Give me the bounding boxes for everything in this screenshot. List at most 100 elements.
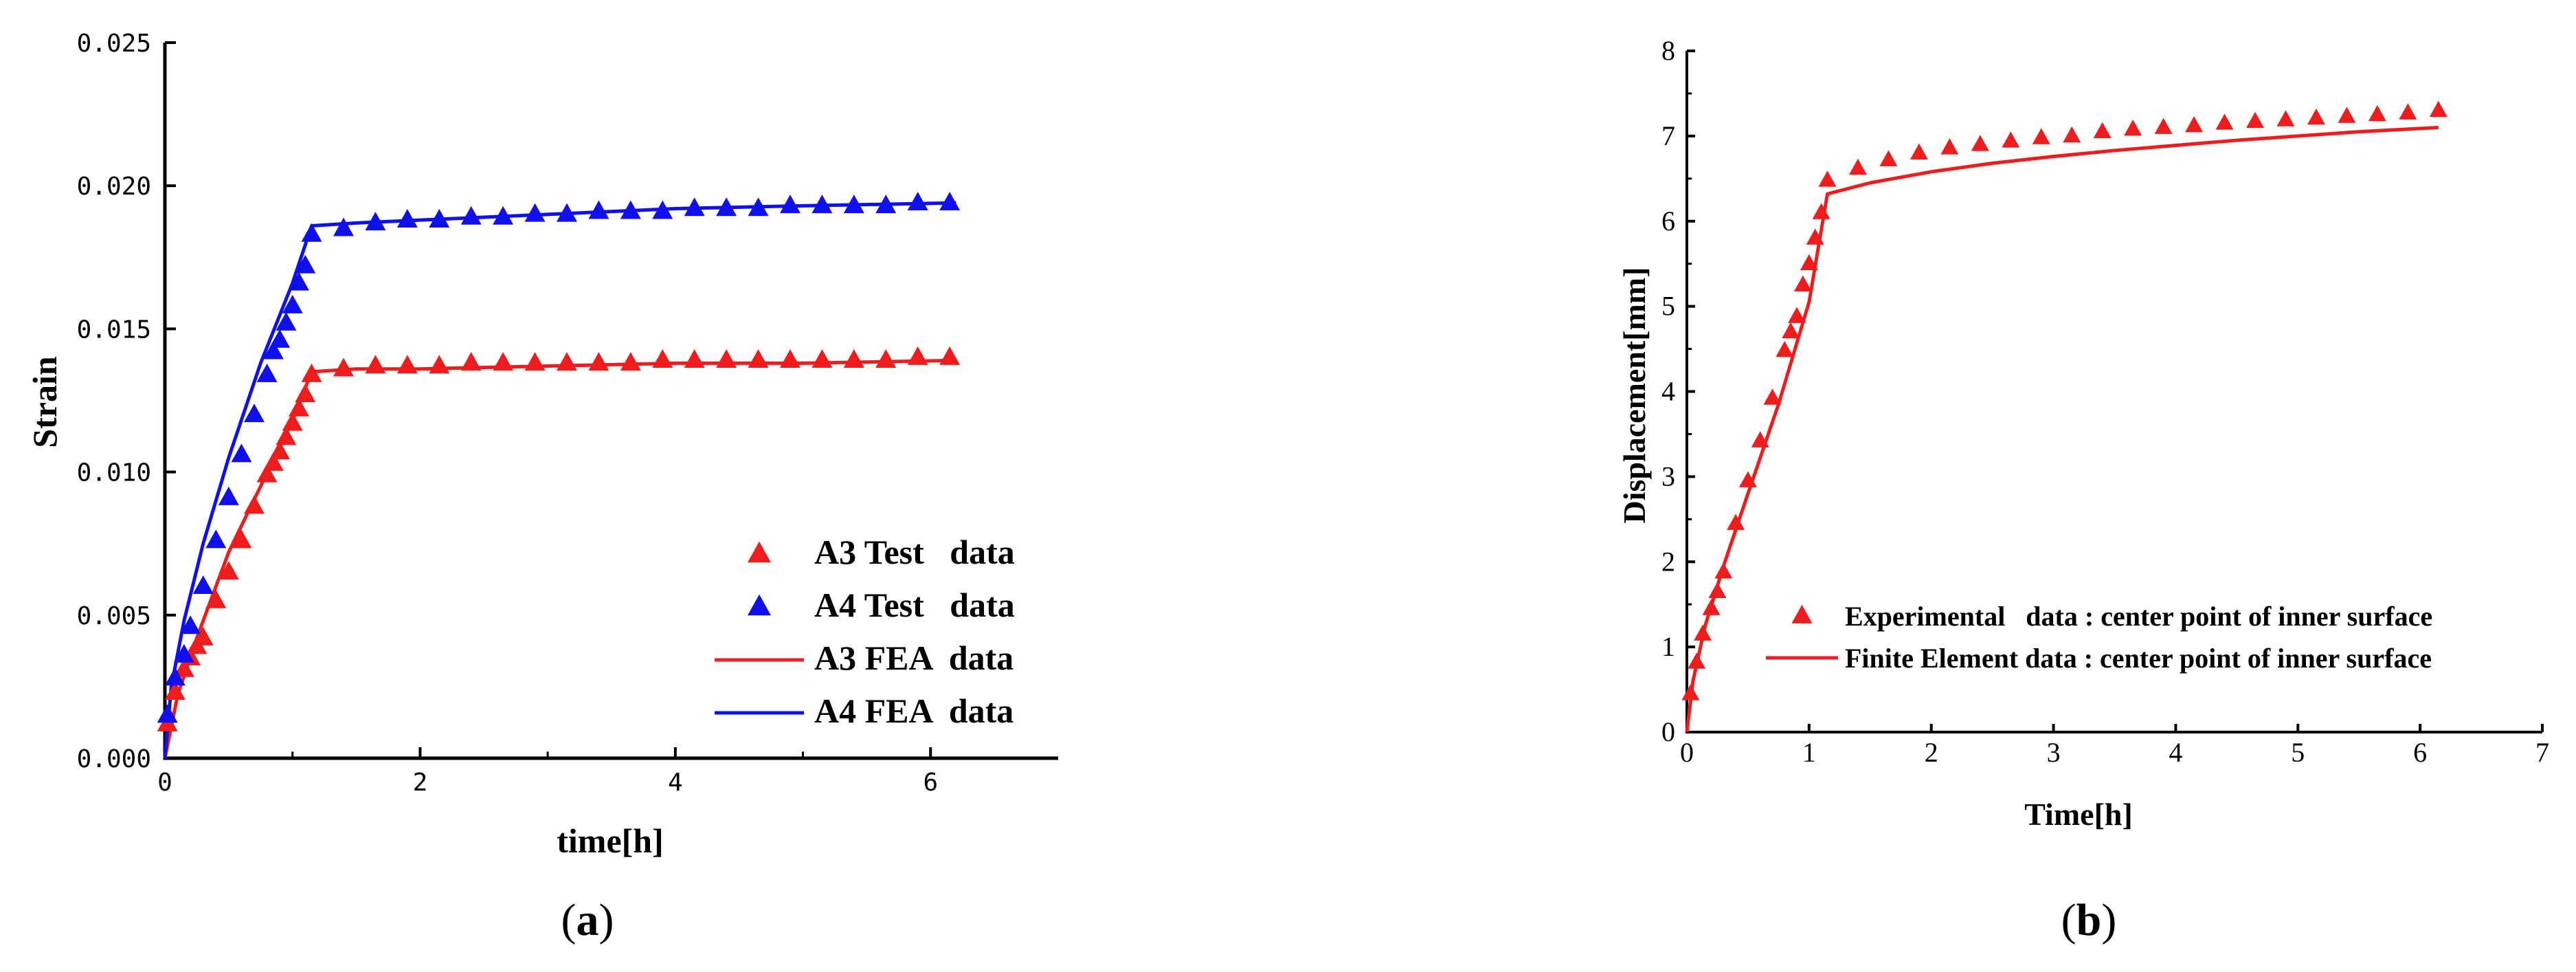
chart-a-series-0-point <box>875 349 897 368</box>
chart-a-series-1-point <box>748 197 769 217</box>
chart-b-series-0-point <box>2429 100 2448 118</box>
chart-a-series-0-point <box>295 383 316 402</box>
chart-a-series-1-point <box>276 311 297 331</box>
chart-a-y-tick-label: 0.015 <box>77 316 151 344</box>
chart-a-series-0-point <box>231 529 252 549</box>
chart-a-series-1-point <box>231 443 252 463</box>
chart-a-series-0-point <box>493 352 514 371</box>
chart-b-caption: (b) <box>2061 895 2117 945</box>
chart-a-series-0-point <box>282 412 303 431</box>
chart-b-series-0-point <box>2307 108 2325 125</box>
chart-b-y-tick-label: 3 <box>1661 461 1675 491</box>
chart-a-series-0-point <box>365 355 386 374</box>
chart-a-series-0-point <box>256 463 278 483</box>
chart-b-plot-area: 0 1 2 3 4 5 6 7 8 0 1 2 3 4 5 6 7 Experimental data : cen… <box>1661 35 2549 768</box>
chart-a-x-tick-label: 4 <box>668 769 683 797</box>
chart-a-series-0-point <box>192 626 214 645</box>
chart-b-x-tick-label: 3 <box>2047 737 2061 768</box>
chart-b-caption-letter: b <box>2076 895 2102 945</box>
chart-a-series-1-point <box>289 272 309 291</box>
chart-a-series-1-point <box>843 195 864 214</box>
chart-b: 0 1 2 3 4 5 6 7 8 0 1 2 3 4 5 6 7 Experimental data : cen… <box>1617 35 2549 945</box>
chart-a-series-1-point <box>365 212 386 231</box>
chart-a-series-0-point <box>588 352 609 371</box>
chart-b-series-0-point <box>2368 104 2386 122</box>
chart-b-y-tick-label: 7 <box>1661 120 1675 151</box>
chart-b-series-0-point <box>2215 113 2234 130</box>
chart-a-series-0-point <box>301 363 322 382</box>
chart-b-y-tick-label: 4 <box>1661 376 1675 407</box>
chart-b-y-tick-label: 5 <box>1661 291 1675 322</box>
chart-b-series-0-point <box>1776 341 1794 357</box>
chart-a-series-1-point <box>557 203 577 222</box>
chart-a-series-1-point <box>244 404 265 423</box>
chart-a-series-1-point <box>333 217 354 236</box>
chart-a-y-tick-label: 0.020 <box>77 173 151 201</box>
chart-a-ylabel: Strain <box>25 356 64 448</box>
chart-b-x-tick-label: 7 <box>2535 737 2549 768</box>
chart-b-series-0-point <box>2032 128 2050 144</box>
chart-b-series-0-point <box>2276 110 2295 126</box>
chart-b-series-0-point <box>1879 150 1898 166</box>
chart-b-caption-close: ) <box>2101 895 2116 945</box>
chart-b-x-tick-label: 5 <box>2291 737 2305 768</box>
chart-a-series-1-point <box>256 363 278 382</box>
chart-b-legend-marker-0 <box>1791 604 1813 623</box>
chart-a-series-1-point <box>205 529 227 549</box>
chart-a-series-1-point <box>524 203 546 222</box>
chart-a-series-1-point <box>192 575 214 594</box>
chart-b-series-0-point <box>1818 170 1837 187</box>
chart-a-series-1-point <box>180 615 201 634</box>
chart-b-series-0-point <box>1727 513 1745 530</box>
chart-b-y-tick-label: 2 <box>1661 546 1675 577</box>
chart-a-y-tick-label: 0.025 <box>77 30 151 58</box>
chart-a-y-tick-label: 0.010 <box>77 459 151 487</box>
chart-b-xlabel: Time[h] <box>2024 797 2133 832</box>
chart-b-legend-label-0: Experimental data : center point of inne… <box>1845 601 2432 632</box>
chart-a-series-1-point <box>295 254 316 274</box>
chart-a-series-1-point <box>652 200 673 219</box>
chart-b-y-tick-label: 6 <box>1661 206 1675 236</box>
chart-a-y-tick-label: 0.005 <box>77 602 151 630</box>
chart-a-series-0-point <box>276 426 297 445</box>
chart-a-series-0-point <box>460 352 482 371</box>
chart-b-series-0-point <box>1688 652 1706 669</box>
chart-b-series-0-point <box>1681 684 1700 700</box>
chart-a-series-0-point <box>262 452 284 471</box>
chart-a-series-0-point <box>716 349 737 368</box>
chart-a-plot-area: 0.000 0.005 0.010 0.015 0.020 0.025 0 2 4 6 A3 Tes… <box>77 30 1058 797</box>
chart-b-series-0-point <box>1714 562 1733 579</box>
chart-b-series-1-line <box>1685 125 2439 733</box>
chart-a-caption: (a) <box>561 895 614 945</box>
chart-b-x-tick-label: 0 <box>1680 737 1694 768</box>
chart-a-series-0-point <box>939 346 961 365</box>
chart-b-series-0-point <box>1849 158 1867 175</box>
chart-b-series-0-point <box>2338 107 2356 123</box>
chart-b-series-0-point <box>1788 307 1806 323</box>
chart-a-series-1-point <box>173 643 194 663</box>
chart-a-series-1-point <box>875 195 897 214</box>
chart-b-series-0-point <box>1763 388 1782 405</box>
chart-b-y-tick-label: 1 <box>1661 631 1675 662</box>
chart-a-series-0-point <box>620 352 641 371</box>
chart-b-legend: Experimental data : center point of inne… <box>1766 601 2432 674</box>
chart-a-legend-marker-1 <box>748 594 771 616</box>
chart-a-series-1-point <box>301 223 322 242</box>
chart-a-caption-close: ) <box>599 895 614 945</box>
chart-a-series-0-point <box>780 349 800 368</box>
chart-b-series-0-point <box>1708 582 1727 598</box>
chart-a-series-0-point <box>269 441 291 460</box>
chart-a-series-1-point <box>780 195 800 214</box>
chart-a-series-1-point <box>269 329 291 348</box>
chart-a-legend-label-3: A4 FEA data <box>814 692 1013 730</box>
chart-b-series-0-point <box>1782 322 1800 339</box>
chart-a-series-0-point <box>333 357 354 377</box>
chart-a-series-1-point <box>262 340 284 360</box>
chart-a-legend-label-1: A4 Test data <box>814 586 1015 624</box>
chart-a-series-0-point <box>244 495 265 514</box>
chart-a-series-0-point <box>684 349 705 368</box>
chart-a-series-1-point <box>460 206 482 225</box>
chart-a-series-1-point <box>218 486 239 505</box>
chart-a-series-1-point <box>164 667 186 686</box>
